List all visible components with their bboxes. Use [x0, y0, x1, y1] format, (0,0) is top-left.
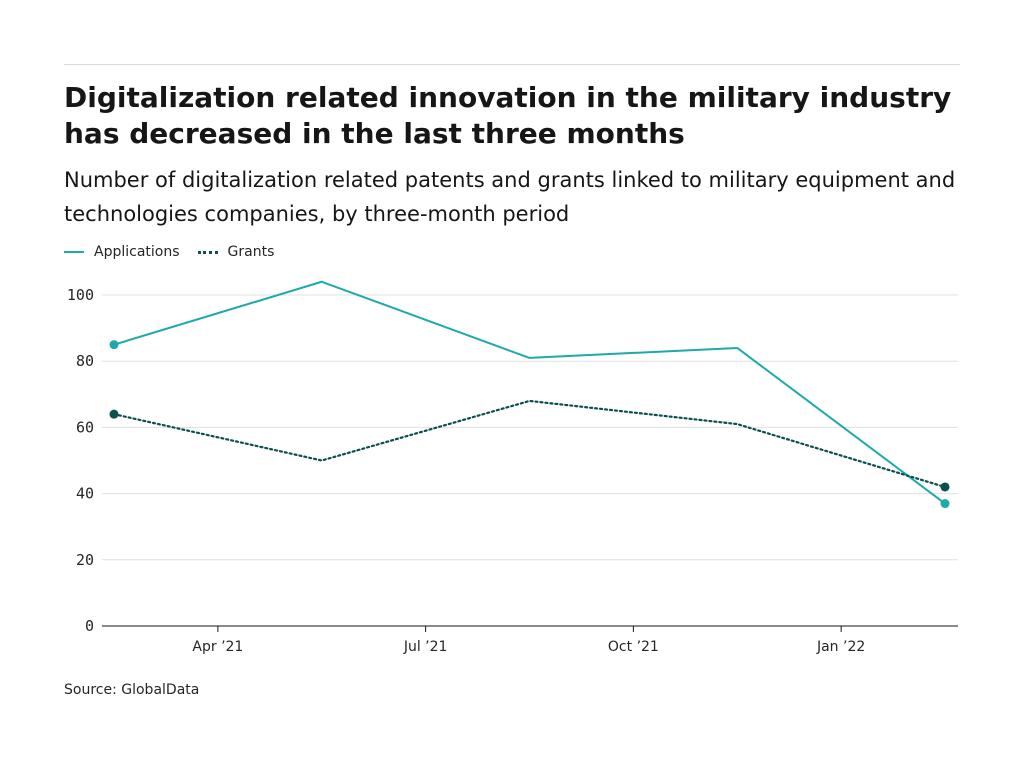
- series-lines: [112, 280, 947, 505]
- legend-swatch-grants: [197, 250, 218, 254]
- data-point-grants: [109, 409, 119, 419]
- y-tick-label: 0: [85, 617, 94, 635]
- x-tick-label: Jan ’22: [816, 639, 865, 655]
- grid-lines: [102, 294, 958, 561]
- y-tick-label: 40: [76, 485, 94, 503]
- legend-swatch-applications: [64, 251, 84, 253]
- legend: Applications Grants: [64, 240, 292, 264]
- endpoint-markers: [109, 340, 950, 509]
- legend-item-applications: Applications: [64, 244, 180, 260]
- chart-title: Digitalization related innovation in the…: [64, 81, 952, 150]
- source-note: Source: GlobalData: [64, 682, 200, 698]
- legend-label-grants: Grants: [227, 244, 275, 260]
- x-tick-label: Apr ’21: [192, 639, 243, 655]
- x-axis-ticks: Apr ’21 Jul ’21 Oct ’21 Jan ’22: [192, 626, 865, 655]
- chart-subtitle: Number of digitalization related patents…: [64, 168, 956, 226]
- legend-label-applications: Applications: [94, 244, 180, 260]
- x-tick-label: Jul ’21: [403, 639, 448, 655]
- y-tick-label: 100: [67, 286, 94, 304]
- legend-item-grants: Grants: [197, 244, 275, 260]
- top-rule: [64, 64, 960, 65]
- y-tick-label: 20: [76, 551, 94, 569]
- series-line-grants: [112, 399, 947, 489]
- y-axis-ticks: 0 20 40 60 80 100: [67, 286, 94, 635]
- y-tick-label: 80: [76, 352, 94, 370]
- data-point-applications: [940, 499, 950, 509]
- x-tick-label: Oct ’21: [608, 639, 659, 655]
- y-tick-label: 60: [76, 418, 94, 436]
- data-point-applications: [109, 340, 119, 350]
- data-point-grants: [940, 482, 950, 492]
- series-line-applications: [113, 280, 946, 505]
